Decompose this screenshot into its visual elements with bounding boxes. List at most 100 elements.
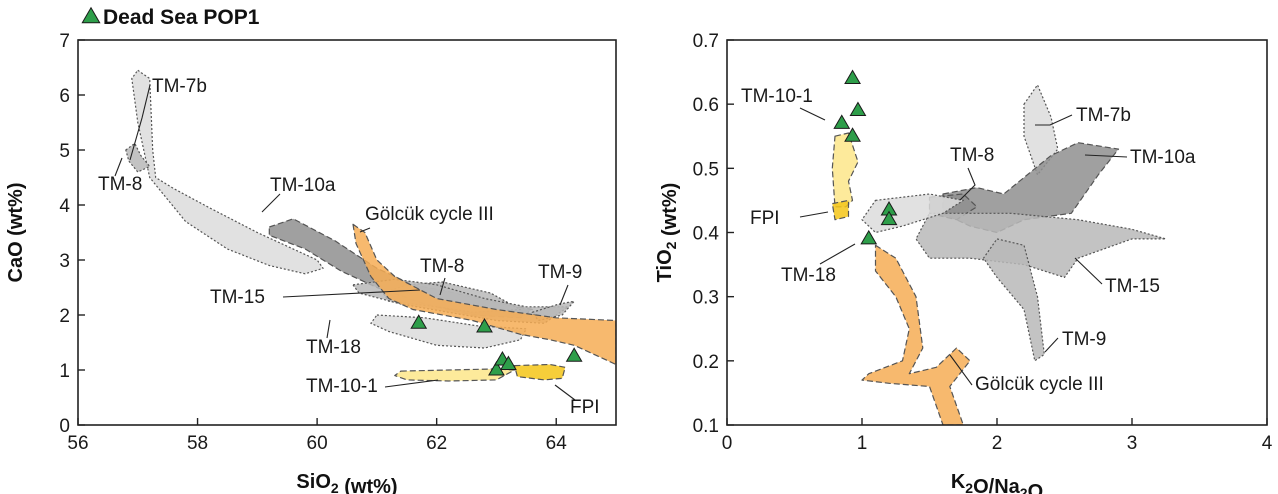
annotation-leader <box>384 379 439 388</box>
data-point <box>410 314 428 329</box>
annotation-leader <box>559 284 569 306</box>
data-point <box>499 355 517 370</box>
annotation-leader <box>949 354 973 386</box>
y-tick-label: 0.6 <box>693 95 719 116</box>
field-tm-9 <box>531 300 575 322</box>
data-point <box>844 127 861 142</box>
y-axis-title: CaO (wt%) <box>5 183 27 283</box>
y-tick-label: 6 <box>59 86 70 107</box>
field-fpi <box>513 363 566 381</box>
plot-frame <box>77 39 617 426</box>
annotation-tm-10a: TM-10a <box>1130 147 1196 168</box>
annotation-leader <box>326 319 331 339</box>
data-point <box>488 360 505 376</box>
field-tm-18 <box>370 314 527 349</box>
annotation-leader <box>282 289 421 298</box>
annotation-g-lc-k-cycle-iii: Gölcük cycle III <box>365 204 494 225</box>
annotation-tm-18: TM-18 <box>781 265 836 286</box>
legend: Dead Sea POP1 <box>81 6 260 29</box>
data-point <box>880 210 898 226</box>
annotation-leader <box>819 243 856 265</box>
annotation-g-lc-k-cycle-iii: Gölcük cycle III <box>975 374 1104 395</box>
field-fpi <box>831 199 850 221</box>
y-tick-label: 1 <box>59 361 70 382</box>
y-tick-label: 4 <box>59 196 70 217</box>
annotation-leader <box>799 211 829 218</box>
annotation-leader <box>1035 114 1073 126</box>
annotation-tm-7b: TM-7b <box>1076 105 1131 126</box>
annotation-leader <box>261 193 281 213</box>
field-tm-10-1 <box>831 132 859 208</box>
annotation-tm-9: TM-9 <box>538 262 582 283</box>
annotation-tm-8: TM-8 <box>950 145 994 166</box>
field-g-lc-k-cycle-iii <box>352 223 616 366</box>
annotation-leader <box>114 157 123 177</box>
data-point <box>565 347 583 362</box>
data-point <box>860 229 878 245</box>
x-tick-label: 62 <box>426 433 447 454</box>
y-tick-label: 0.1 <box>693 416 719 437</box>
y-tick-label: 3 <box>59 251 70 272</box>
annotation-tm-9: TM-9 <box>1062 329 1106 350</box>
field-tm-7b <box>1023 84 1059 176</box>
annotation-leader <box>799 107 826 121</box>
data-point <box>476 318 493 333</box>
y-tick-label: 0 <box>59 416 70 437</box>
y-tick-label: 0.7 <box>693 31 719 52</box>
x-tick-label: 0 <box>722 433 733 454</box>
annotation-tm-10-1: TM-10-1 <box>306 376 378 397</box>
y-tick-label: 5 <box>59 141 70 162</box>
annotation-tm-18: TM-18 <box>306 337 361 358</box>
annotation-leader <box>359 227 371 233</box>
annotation-leader <box>1074 257 1103 285</box>
annotation-tm-8: TM-8 <box>420 256 464 277</box>
field-tm-9 <box>982 238 1045 362</box>
annotation-leader <box>1044 337 1059 353</box>
field-tm-10-1 <box>394 368 516 382</box>
legend-label: Dead Sea POP1 <box>103 6 260 29</box>
fields-2 <box>831 84 1167 425</box>
x-tick-label: 56 <box>67 433 88 454</box>
annotation-leader <box>1084 154 1128 158</box>
annotation-tm-10-1: TM-10-1 <box>741 86 813 107</box>
annotation-tm-8: TM-8 <box>98 174 142 195</box>
annotation-leader <box>959 167 976 201</box>
annotation-tm-10a: TM-10a <box>270 175 336 196</box>
field-g-lc-k-cycle-iii <box>861 244 971 425</box>
x-tick-label: 2 <box>992 433 1003 454</box>
annotation-tm-15: TM-15 <box>1105 276 1160 297</box>
field-tm-15 <box>915 212 1167 278</box>
x-axis-title: K2O/Na2O <box>951 471 1043 494</box>
x-tick-label: 60 <box>307 433 328 454</box>
field-tm-8 <box>125 142 151 173</box>
plot-2: 0 1 2 3 4 0.1 0.2 0.3 0.4 0.5 0.6 0.7 TM-10-1 TM-7b TM… <box>693 31 1273 454</box>
y-tick-label: 2 <box>59 306 70 327</box>
annotation-leader <box>129 84 151 161</box>
fields-1 <box>125 69 616 382</box>
x-tick-label: 3 <box>1127 433 1138 454</box>
x-tick-label: 58 <box>187 433 208 454</box>
y-axis-title: TiO2 (wt%) <box>654 183 681 283</box>
x-tick-label: 1 <box>857 433 868 454</box>
y-tick-label: 0.2 <box>693 352 719 373</box>
y-tick-label: 7 <box>59 31 70 52</box>
annotation-fpi: FPI <box>750 208 780 229</box>
annotation-leader <box>439 277 446 296</box>
annotation-tm-7b: TM-7b <box>152 76 207 97</box>
x-axis-title: SiO2 (wt%) <box>296 471 397 494</box>
annotation-tm-15: TM-15 <box>210 287 265 308</box>
y-tick-label: 0.3 <box>693 288 719 309</box>
data-point <box>833 114 851 129</box>
field-tm-7b <box>131 69 324 275</box>
y-tick-label: 0.4 <box>693 224 720 245</box>
legend-marker-icon <box>81 6 101 24</box>
x-tick-label: 4 <box>1262 433 1273 454</box>
annotation-leader <box>554 384 576 401</box>
x-tick-label: 64 <box>546 433 568 454</box>
data-point <box>849 101 867 117</box>
annotation-fpi: FPI <box>570 397 600 418</box>
data-point <box>844 69 861 84</box>
